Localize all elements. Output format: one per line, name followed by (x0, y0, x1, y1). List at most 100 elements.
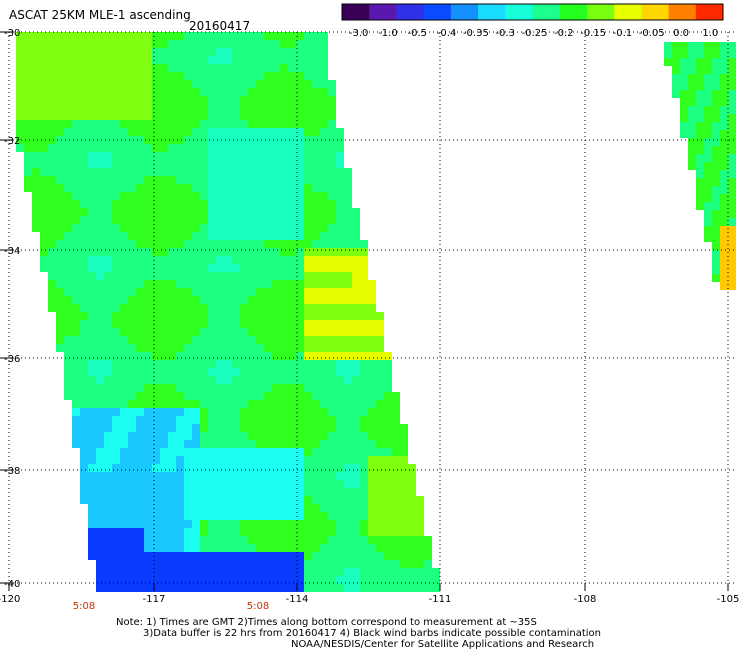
swath-cell (120, 184, 128, 192)
swath-cell (80, 88, 88, 96)
swath-cell (136, 392, 144, 400)
swath-cell (288, 512, 296, 520)
swath-cell (120, 448, 128, 456)
swath-cell (112, 400, 120, 408)
swath-cell (256, 488, 264, 496)
swath-cell (304, 312, 312, 320)
swath-cell (96, 376, 104, 384)
swath-cell (720, 154, 728, 162)
swath-cell (280, 408, 288, 416)
swath-cell (152, 312, 160, 320)
swath-cell (376, 512, 384, 520)
swath-cell (728, 66, 736, 74)
lon-label: -117 (143, 594, 166, 605)
swath-cell (32, 56, 40, 64)
swath-cell (368, 280, 376, 288)
swath-cell (328, 248, 336, 256)
swath-cell (160, 128, 168, 136)
swath-cell (80, 320, 88, 328)
swath-cell (720, 178, 728, 186)
swath-cell (240, 160, 248, 168)
swath-cell (224, 544, 232, 552)
swath-cell (232, 320, 240, 328)
swath-cell (320, 80, 328, 88)
swath-cell (352, 304, 360, 312)
swath-cell (344, 168, 352, 176)
swath-cell (128, 480, 136, 488)
swath-cell (248, 192, 256, 200)
swath-cell (96, 112, 104, 120)
swath-cell (672, 90, 680, 98)
swath-cell (344, 272, 352, 280)
swath-cell (304, 568, 312, 576)
swath-cell (224, 256, 232, 264)
swath-cell (344, 296, 352, 304)
swath-cell (24, 152, 32, 160)
swath-cell (344, 320, 352, 328)
swath-cell (176, 408, 184, 416)
swath-cell (416, 504, 424, 512)
swath-cell (128, 368, 136, 376)
swath-cell (144, 112, 152, 120)
swath-cell (264, 376, 272, 384)
swath-cell (168, 256, 176, 264)
swath-cell (72, 256, 80, 264)
swath-cell (280, 216, 288, 224)
swath-cell (320, 184, 328, 192)
swath-cell (272, 152, 280, 160)
swath-cell (144, 584, 152, 592)
swath-cell (272, 176, 280, 184)
swath-cell (352, 480, 360, 488)
swath-cell (392, 424, 400, 432)
swath-cell (72, 184, 80, 192)
swath-cell (232, 216, 240, 224)
swath-cell (248, 464, 256, 472)
swath-cell (256, 344, 264, 352)
swath-cell (152, 472, 160, 480)
swath-cell (48, 136, 56, 144)
swath-cell (96, 400, 104, 408)
swath-cell (288, 80, 296, 88)
swath-cell (176, 336, 184, 344)
swath-cell (384, 352, 392, 360)
swath-cell (120, 480, 128, 488)
swath-cell (272, 400, 280, 408)
swath-cell (272, 512, 280, 520)
swath-cell (304, 264, 312, 272)
swath-cell (320, 248, 328, 256)
swath-cell (320, 40, 328, 48)
swath-cell (200, 256, 208, 264)
swath-cell (208, 544, 216, 552)
swath-cell (72, 344, 80, 352)
swath-cell (408, 520, 416, 528)
swath-cell (304, 184, 312, 192)
swath-cell (720, 114, 728, 122)
swath-cell (704, 194, 712, 202)
swath-cell (96, 344, 104, 352)
colorbar-swatch (668, 4, 697, 20)
swath-cell (384, 544, 392, 552)
swath-cell (728, 98, 736, 106)
swath-cell (728, 74, 736, 82)
swath-cell (80, 48, 88, 56)
swath-cell (168, 232, 176, 240)
swath-cell (288, 272, 296, 280)
swath-cell (368, 344, 376, 352)
swath-cell (312, 184, 320, 192)
swath-cell (208, 400, 216, 408)
swath-cell (160, 88, 168, 96)
swath-cell (240, 560, 248, 568)
swath-cell (48, 192, 56, 200)
swath-cell (192, 64, 200, 72)
swath-cell (160, 576, 168, 584)
swath-cell (688, 122, 696, 130)
swath-cell (400, 496, 408, 504)
swath-cell (256, 240, 264, 248)
swath-cell (216, 112, 224, 120)
swath-cell (336, 392, 344, 400)
swath-cell (280, 296, 288, 304)
swath-cell (256, 96, 264, 104)
swath-cell (312, 464, 320, 472)
swath-cell (96, 152, 104, 160)
swath-cell (272, 144, 280, 152)
